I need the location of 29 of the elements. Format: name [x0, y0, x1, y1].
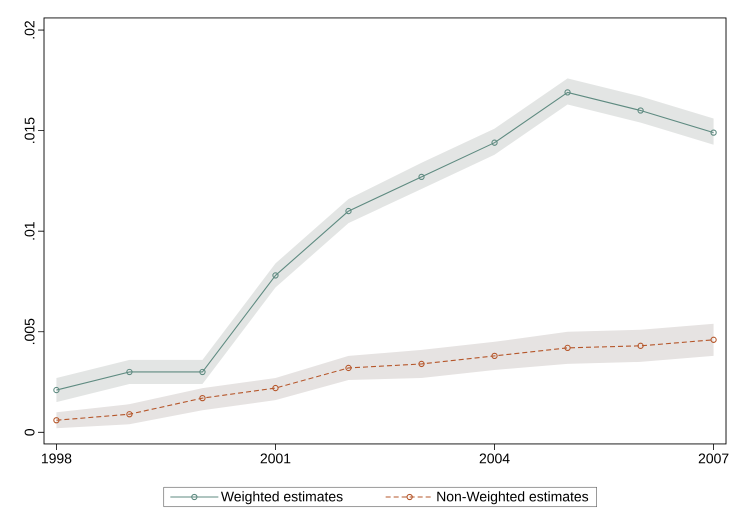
y-tick-label: .02	[24, 21, 35, 38]
legend-label: Non-Weighted estimates	[437, 491, 588, 504]
legend-label: Weighted estimates	[220, 491, 343, 504]
point	[126, 368, 133, 376]
point	[418, 174, 425, 180]
point	[199, 368, 206, 376]
point	[199, 394, 206, 402]
y-tick-label: .015	[24, 118, 35, 143]
y-tick-label: .01	[24, 222, 35, 240]
point	[491, 352, 498, 360]
point	[53, 417, 60, 424]
y-tick-label: 0	[24, 428, 35, 436]
point	[637, 107, 644, 114]
point	[418, 360, 425, 368]
point	[126, 411, 133, 418]
point	[272, 272, 279, 279]
x-tick-label: 2007	[698, 453, 728, 464]
x-tick-label: 2004	[480, 453, 510, 464]
point	[272, 384, 279, 392]
point	[345, 364, 352, 372]
point	[637, 342, 644, 349]
point	[345, 208, 352, 214]
point	[491, 140, 498, 146]
point	[710, 336, 717, 343]
x-tick-label: 1998	[42, 453, 72, 464]
y-tick-label: .005	[24, 318, 35, 344]
point	[564, 344, 571, 351]
point	[564, 89, 571, 96]
x-tick-label: 2001	[260, 453, 290, 464]
